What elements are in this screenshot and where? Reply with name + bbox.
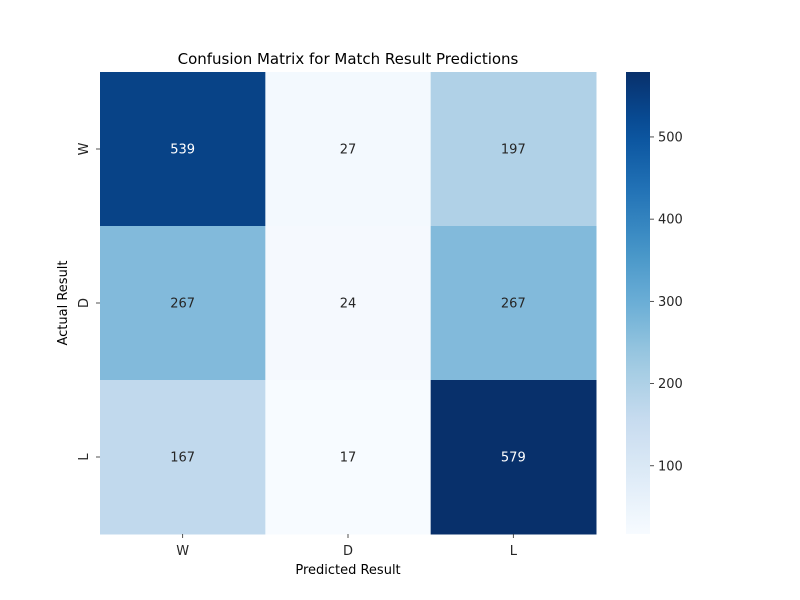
y-tick-label: L	[77, 453, 92, 461]
cell-value-label: 17	[340, 451, 357, 466]
chart-title: Confusion Matrix for Match Result Predic…	[178, 50, 519, 68]
heatmap-cell	[430, 72, 597, 227]
colorbar-tick-label: 200	[658, 377, 683, 392]
heatmap-cell	[100, 226, 266, 381]
cell-value-label: 24	[340, 297, 357, 312]
colorbar-tick-label: 400	[658, 213, 683, 228]
colorbar-tick-label: 100	[658, 459, 683, 474]
heatmap-cells: 539 27 197 267 24 267 167 17 579	[100, 72, 597, 535]
heatmap-cell	[100, 72, 266, 227]
x-axis-title: Predicted Result	[295, 563, 400, 578]
heatmap-cell	[100, 380, 266, 535]
heatmap-cell	[265, 226, 432, 381]
axis-ticks: W D L W D L	[77, 142, 518, 559]
colorbar: 100 200 300 400 500	[626, 72, 683, 534]
x-tick-label: W	[176, 544, 189, 559]
heatmap-cell	[265, 72, 432, 227]
heatmap-cell	[430, 380, 597, 535]
x-tick-label: D	[343, 544, 353, 559]
y-tick-label: W	[77, 142, 92, 155]
cell-value-label: 539	[170, 143, 195, 158]
heatmap-cell	[265, 380, 432, 535]
cell-value-label: 27	[340, 143, 357, 158]
heatmap-cell	[430, 226, 597, 381]
cell-value-label: 267	[170, 297, 195, 312]
cell-value-label: 579	[501, 451, 526, 466]
colorbar-tick-label: 300	[658, 295, 683, 310]
cell-value-label: 197	[501, 143, 526, 158]
colorbar-tick-label: 500	[658, 130, 683, 145]
colorbar-gradient	[626, 72, 650, 534]
y-axis-title: Actual Result	[56, 260, 71, 345]
cell-value-label: 267	[501, 297, 526, 312]
cell-value-label: 167	[170, 451, 195, 466]
x-tick-label: L	[510, 544, 518, 559]
y-tick-label: D	[77, 298, 92, 308]
